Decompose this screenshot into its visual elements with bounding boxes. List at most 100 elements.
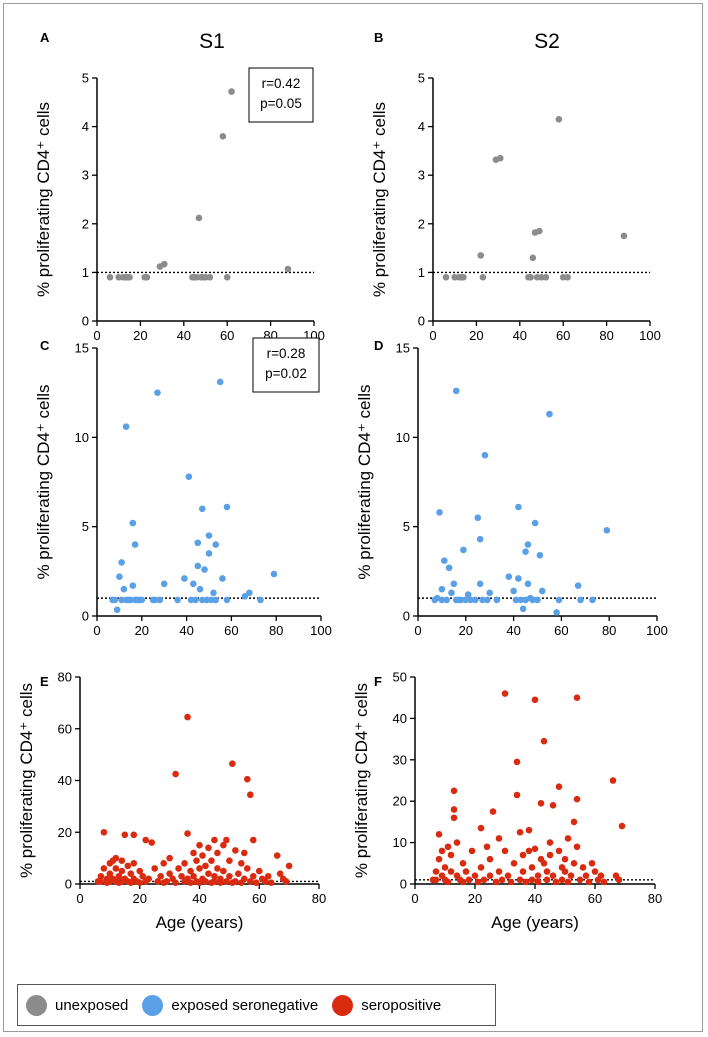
data-point-f: [549, 802, 557, 809]
data-point-f: [516, 828, 524, 836]
stats-box-a: [248, 67, 314, 123]
y-tick-label-e: 40: [58, 773, 72, 788]
y-tick-label-a: 4: [82, 119, 89, 134]
data-point-d: [450, 580, 458, 588]
data-point-e: [112, 854, 120, 862]
data-point-d: [474, 514, 482, 522]
data-point-e: [220, 841, 227, 849]
data-point-f: [540, 737, 548, 745]
x-axis-label-f: Age (years): [491, 913, 579, 932]
data-point-c: [116, 573, 123, 580]
panel-e: E 0 20 40 60 80 0 20 40 60 80 % proliferating CD4⁺ …: [17, 670, 326, 933]
data-point-e: [246, 791, 254, 799]
data-point-e: [187, 867, 194, 875]
data-point-c: [194, 539, 202, 547]
data-point-e: [252, 879, 260, 887]
data-point-f: [495, 868, 503, 875]
data-point-f: [486, 872, 494, 880]
data-point-e: [139, 872, 147, 880]
y-axis-label-c: % proliferating CD4⁺ cells: [34, 384, 53, 579]
data-point-f: [495, 835, 503, 842]
data-point-e: [205, 870, 212, 877]
data-point-e: [148, 839, 155, 846]
data-point-a: [228, 88, 235, 95]
x-tick-label-b: 100: [639, 328, 661, 343]
x-tick-label-e: 20: [133, 891, 147, 906]
data-point-d: [476, 535, 484, 543]
y-tick-label-f: 40: [393, 711, 407, 726]
data-point-e: [267, 879, 275, 887]
data-point-d: [512, 596, 520, 604]
data-point-d: [493, 596, 501, 604]
legend-swatch-exposed-seronegative: [142, 994, 164, 1016]
data-point-e: [175, 865, 182, 872]
data-point-e: [97, 872, 105, 880]
data-point-c: [138, 596, 146, 604]
x-tick-label-c: 40: [179, 623, 193, 638]
data-point-d: [574, 582, 582, 589]
data-point-e: [115, 872, 123, 880]
data-point-f: [537, 799, 545, 807]
data-point-e: [127, 870, 135, 877]
data-point-f: [573, 795, 581, 803]
data-point-f: [486, 855, 494, 863]
x-tick-label-a: 40: [177, 328, 191, 343]
y-tick-label-c: 15: [75, 341, 89, 356]
data-point-f: [501, 847, 509, 855]
data-point-e: [223, 878, 230, 885]
data-point-f: [585, 878, 593, 886]
data-point-f: [546, 851, 554, 859]
data-point-e: [211, 836, 218, 844]
data-point-e: [276, 870, 284, 877]
data-point-f: [558, 876, 566, 884]
data-point-e: [193, 857, 200, 865]
data-point-d: [546, 410, 553, 418]
x-tick-label-a: 0: [93, 328, 100, 343]
data-point-f: [459, 878, 467, 886]
data-point-d: [577, 596, 584, 604]
data-point-e: [205, 844, 212, 852]
data-point-c: [257, 596, 264, 604]
data-point-a: [223, 273, 231, 281]
data-point-f: [441, 864, 449, 871]
data-point-f: [510, 860, 518, 867]
data-point-f: [513, 758, 521, 766]
data-point-e: [190, 872, 197, 880]
data-point-c: [190, 580, 197, 588]
x-tick-label-f: 60: [588, 891, 602, 906]
data-point-d: [486, 589, 494, 597]
x-tick-label-e: 0: [76, 891, 83, 906]
data-point-e: [214, 865, 221, 872]
data-point-e: [163, 878, 170, 885]
data-point-f: [564, 835, 572, 842]
data-point-e: [241, 875, 248, 883]
data-point-f: [444, 843, 452, 851]
data-point-f: [492, 878, 500, 886]
data-point-d: [438, 596, 446, 604]
data-point-f: [462, 868, 470, 875]
data-point-e: [145, 875, 153, 883]
legend: unexposed exposed seronegative seroposit…: [17, 984, 496, 1026]
data-point-f: [576, 876, 584, 884]
data-point-f: [543, 868, 551, 875]
data-point-d: [467, 596, 474, 604]
column-title-s2: S2: [534, 30, 560, 53]
panel-f: F 0 10 20 30 40 50 0 20 40 60 80 % proliferating CD4…: [352, 670, 662, 933]
data-point-f: [516, 876, 524, 884]
data-point-e: [211, 878, 218, 885]
data-point-f: [555, 847, 563, 855]
y-tick-label-b: 1: [418, 265, 425, 280]
data-point-c: [219, 575, 226, 582]
data-point-e: [157, 872, 164, 880]
y-tick-label-b: 5: [418, 71, 425, 86]
data-point-b: [477, 252, 485, 259]
data-point-f: [570, 860, 578, 867]
data-point-e: [118, 867, 126, 875]
data-point-a: [143, 273, 151, 281]
data-point-d: [515, 503, 522, 511]
y-axis-label-d: % proliferating CD4⁺ cells: [355, 384, 374, 579]
stats-text-c: r=0.28: [267, 346, 306, 361]
data-point-e: [232, 878, 239, 885]
y-tick-label-a: 1: [82, 265, 89, 280]
data-point-e: [121, 831, 129, 839]
